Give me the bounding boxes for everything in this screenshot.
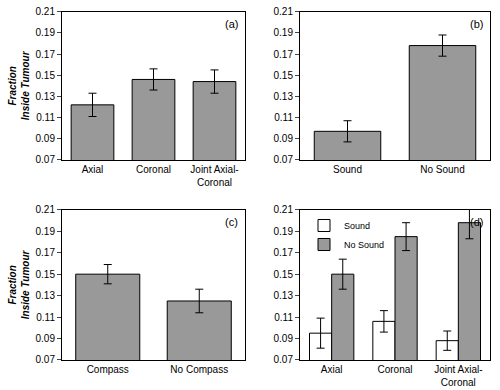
svg-text:0.19: 0.19 (274, 27, 294, 38)
svg-text:Coronal: Coronal (136, 164, 171, 175)
svg-text:Sound: Sound (344, 221, 370, 231)
svg-text:0.11: 0.11 (274, 112, 293, 123)
svg-text:Joint Axial-Coronal: Joint Axial-Coronal (434, 364, 482, 388)
svg-text:0.13: 0.13 (36, 91, 56, 102)
svg-text:0.19: 0.19 (36, 27, 56, 38)
svg-text:Sound: Sound (333, 164, 362, 175)
svg-text:Joint Axial-Coronal: Joint Axial-Coronal (190, 164, 238, 188)
svg-text:0.09: 0.09 (274, 133, 294, 144)
svg-text:FractionInside Tumour: FractionInside Tumour (7, 249, 31, 319)
svg-text:0.11: 0.11 (274, 312, 293, 323)
svg-text:0.11: 0.11 (36, 112, 55, 123)
svg-text:0.11: 0.11 (36, 312, 55, 323)
svg-text:0.15: 0.15 (274, 269, 294, 280)
svg-text:Axial: Axial (321, 364, 343, 375)
svg-text:0.13: 0.13 (274, 91, 294, 102)
svg-text:0.17: 0.17 (36, 247, 56, 258)
svg-text:0.17: 0.17 (274, 49, 294, 60)
svg-text:0.09: 0.09 (36, 333, 56, 344)
svg-text:0.09: 0.09 (274, 333, 294, 344)
svg-text:0.21: 0.21 (274, 6, 294, 17)
svg-text:0.19: 0.19 (274, 226, 294, 237)
svg-text:0.21: 0.21 (274, 204, 294, 215)
svg-text:0.15: 0.15 (36, 269, 56, 280)
svg-text:(b): (b) (470, 18, 483, 30)
svg-text:(d): (d) (470, 216, 483, 228)
svg-text:(a): (a) (225, 18, 238, 30)
svg-text:No Sound: No Sound (420, 164, 464, 175)
svg-text:0.07: 0.07 (36, 354, 56, 365)
svg-text:0.07: 0.07 (274, 154, 294, 165)
svg-text:(c): (c) (225, 216, 238, 228)
svg-text:No Sound: No Sound (344, 240, 384, 250)
svg-text:0.19: 0.19 (36, 226, 56, 237)
svg-text:Axial: Axial (82, 164, 104, 175)
svg-text:0.13: 0.13 (274, 290, 294, 301)
svg-text:Coronal: Coronal (377, 364, 412, 375)
svg-text:0.15: 0.15 (36, 70, 56, 81)
svg-text:0.21: 0.21 (36, 204, 56, 215)
svg-text:No Compass: No Compass (170, 364, 228, 375)
svg-text:0.21: 0.21 (36, 6, 56, 17)
svg-text:Compass: Compass (87, 364, 129, 375)
svg-text:0.13: 0.13 (36, 290, 56, 301)
svg-text:0.17: 0.17 (274, 247, 294, 258)
svg-text:FractionInside Tumour: FractionInside Tumour (7, 50, 31, 120)
svg-text:0.07: 0.07 (274, 354, 294, 365)
svg-text:0.07: 0.07 (36, 154, 56, 165)
svg-text:0.15: 0.15 (274, 70, 294, 81)
svg-text:0.17: 0.17 (36, 49, 56, 60)
svg-text:0.09: 0.09 (36, 133, 56, 144)
